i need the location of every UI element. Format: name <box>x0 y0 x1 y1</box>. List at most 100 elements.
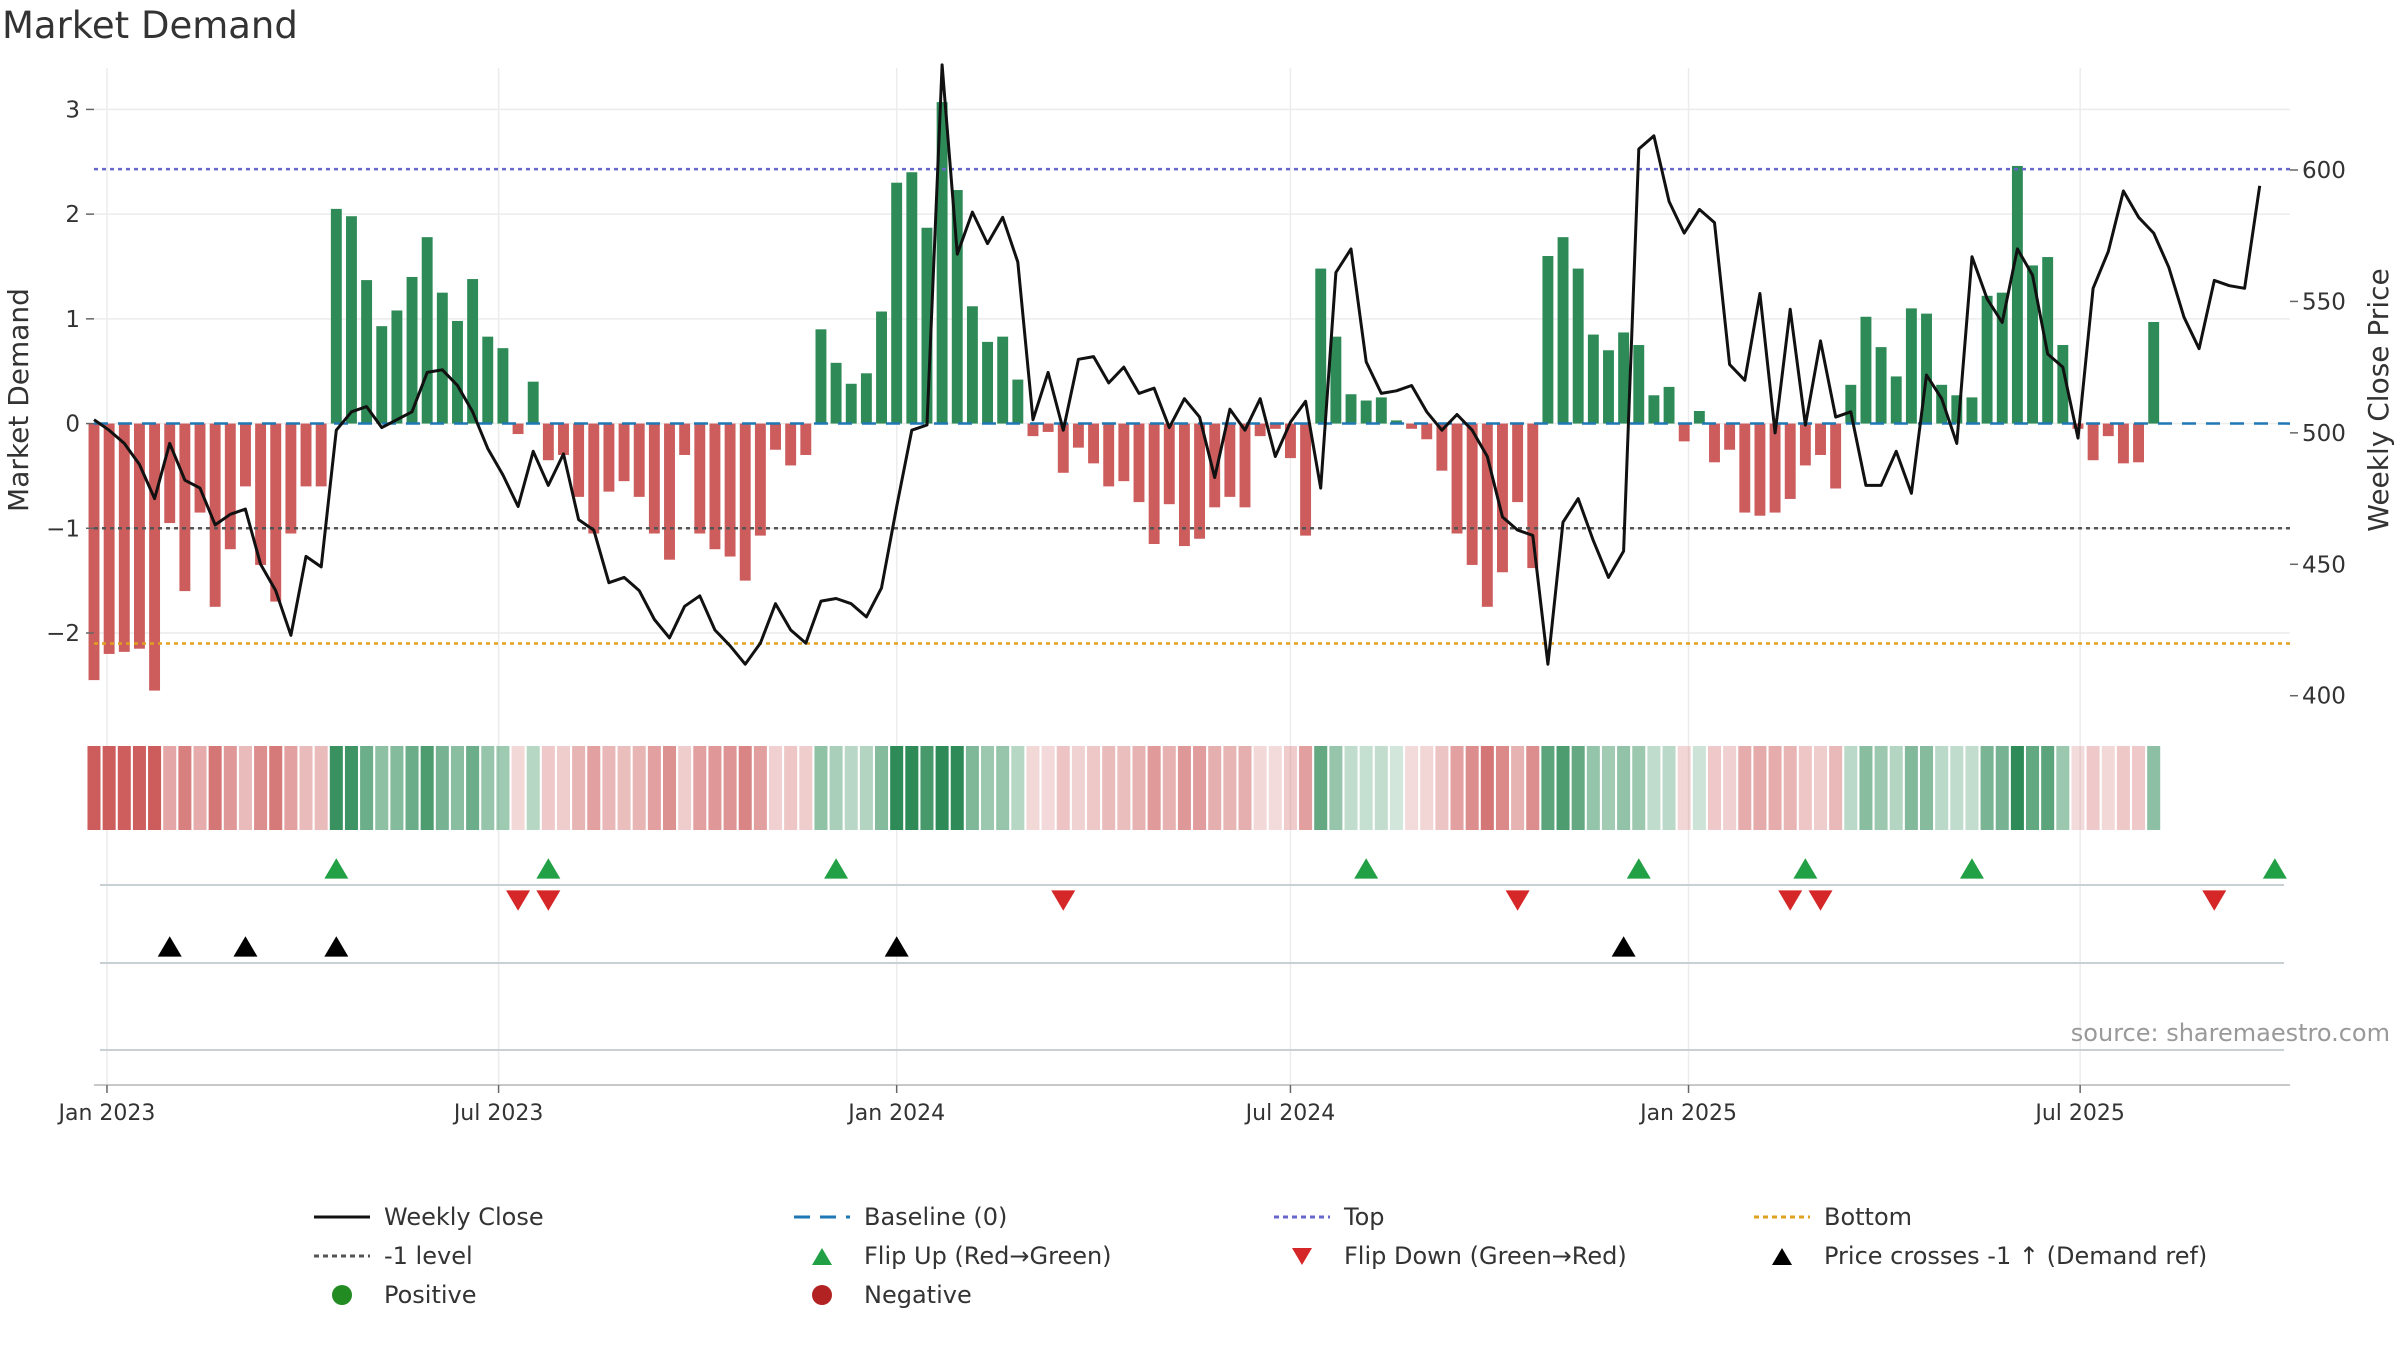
demand-bar <box>224 423 236 550</box>
demand-bar <box>997 336 1009 424</box>
demand-bar <box>1724 423 1736 450</box>
demand-heat-strip <box>87 746 2161 830</box>
heat-cell <box>769 746 783 830</box>
demand-bar <box>1224 423 1236 497</box>
price-cross-marker <box>157 936 182 957</box>
heat-cell <box>208 746 222 830</box>
demand-bar <box>512 423 524 435</box>
demand-bar <box>754 423 766 536</box>
demand-bar <box>1693 410 1705 424</box>
demand-bar <box>573 423 585 497</box>
heat-cell <box>2010 746 2024 830</box>
demand-bar <box>966 306 978 424</box>
heat-cell <box>662 746 677 830</box>
axes: 3 2 1 0 −1 −2 600 550 500 450 400 Market Demand Week… <box>2 97 2395 709</box>
demand-bar <box>1027 423 1039 437</box>
demand-bar <box>1133 423 1145 503</box>
price-line-group <box>93 63 2262 666</box>
heat-cell <box>1465 746 1479 830</box>
heat-cell <box>572 746 586 830</box>
demand-bar <box>1345 394 1357 424</box>
y-left-tick-label: 2 <box>65 202 80 228</box>
flip-up-marker <box>1959 858 1984 879</box>
demand-bar <box>315 423 327 487</box>
demand-bar <box>1072 423 1084 448</box>
price-cross-marker <box>884 936 909 957</box>
demand-bar <box>2148 321 2160 424</box>
heat-cell <box>481 746 495 830</box>
demand-bar <box>1254 423 1266 437</box>
demand-bar <box>1481 423 1493 607</box>
demand-bar <box>1163 423 1175 505</box>
heat-cell <box>678 746 692 830</box>
heat-cell <box>1526 746 1540 830</box>
demand-bar <box>1497 423 1508 573</box>
heat-cell <box>254 746 268 830</box>
demand-bar <box>1815 423 1826 455</box>
demand-bar <box>1315 268 1327 424</box>
y-right-axis-label: Weekly Close Price <box>2362 268 2395 531</box>
heat-cell <box>829 746 843 830</box>
demand-bar <box>1330 336 1342 424</box>
x-tick-label: Jan 2025 <box>1638 1101 1737 1126</box>
heat-cell <box>1738 746 1752 830</box>
heat-cell <box>420 746 434 830</box>
demand-bar <box>1663 386 1675 424</box>
heat-cell <box>905 746 919 830</box>
heat-cell <box>1980 746 1994 830</box>
price-cross-marker <box>233 936 258 957</box>
heat-cell <box>299 746 313 830</box>
y-left-axis-label: Market Demand <box>2 288 35 512</box>
heat-cell <box>2026 746 2040 830</box>
demand-bar <box>330 208 342 424</box>
heat-cell <box>799 746 813 830</box>
heat-cell <box>587 746 601 830</box>
heat-cell <box>784 746 798 830</box>
flip-down-marker <box>2202 890 2227 911</box>
demand-bar <box>1391 420 1402 424</box>
event-markers <box>100 858 2287 1051</box>
heat-cell <box>814 746 828 830</box>
price-cross-marker <box>1611 936 1636 957</box>
heat-cell <box>1798 746 1812 830</box>
demand-bar <box>239 423 251 487</box>
demand-bar <box>739 423 751 581</box>
heat-cell <box>1859 746 1873 830</box>
demand-bar <box>2087 423 2099 461</box>
demand-bar <box>346 216 357 424</box>
heat-cell <box>344 746 358 830</box>
demand-bar <box>921 227 933 424</box>
demand-bar <box>255 423 267 565</box>
x-tick-label: Jul 2024 <box>1244 1101 1336 1126</box>
price-cross-marker <box>324 936 349 957</box>
heat-cell <box>132 746 146 830</box>
heat-cell <box>1026 746 1040 830</box>
heat-cell <box>556 746 571 830</box>
demand-bar <box>1709 423 1720 463</box>
heat-cell <box>1162 746 1176 830</box>
demand-bar <box>936 102 948 424</box>
heat-cell <box>405 746 419 830</box>
demand-bar <box>1527 423 1539 569</box>
demand-bar <box>1921 313 1932 424</box>
heat-cell <box>950 746 964 830</box>
heat-cell <box>1041 746 1055 830</box>
demand-bar <box>406 276 418 424</box>
heat-cell <box>193 746 207 830</box>
heat-cell <box>1995 746 2009 830</box>
x-tick-label: Jul 2023 <box>452 1101 544 1126</box>
demand-bar <box>2102 423 2114 437</box>
demand-bar <box>815 329 827 424</box>
heat-cell <box>1314 746 1328 830</box>
heat-cell <box>753 746 767 830</box>
heat-cell <box>1601 746 1615 830</box>
demand-bar <box>1103 423 1115 487</box>
y-left-tick-label: 1 <box>65 307 80 333</box>
demand-bar <box>664 423 675 560</box>
flip-up-marker <box>824 858 849 879</box>
heat-cell <box>1177 746 1191 830</box>
heat-cell <box>375 746 389 830</box>
heat-cell <box>2071 746 2085 830</box>
heat-cell <box>1344 746 1358 830</box>
heat-cell <box>981 746 995 830</box>
